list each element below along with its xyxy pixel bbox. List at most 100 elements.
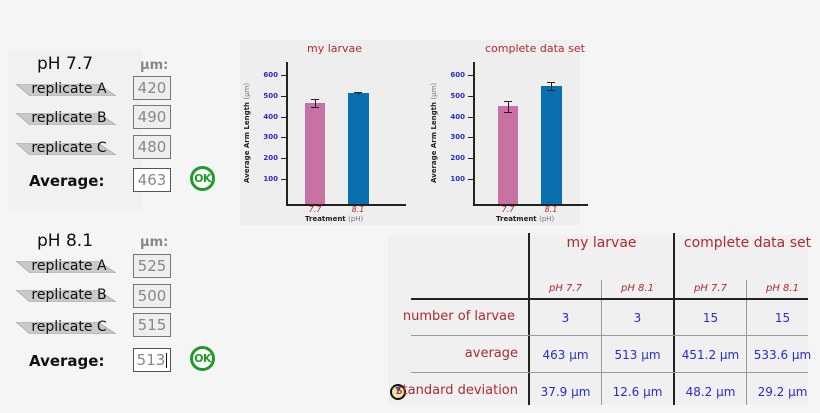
ph81-replicate-c-value[interactable]: 515 bbox=[133, 313, 171, 337]
ph77-replicate-b-value[interactable]: 490 bbox=[133, 105, 171, 129]
parallelogram-icon bbox=[16, 290, 116, 302]
table-subheader: pH 8.1 bbox=[621, 283, 654, 294]
table-subheader: pH 7.7 bbox=[549, 283, 582, 294]
table-cell: 15 bbox=[774, 311, 791, 325]
row-label-number-of-larvae: number of larvae bbox=[402, 309, 515, 324]
replicate-label: replicate C bbox=[31, 140, 107, 156]
ph77-entry-panel bbox=[8, 50, 142, 210]
y-tick-label: 200 bbox=[263, 154, 278, 162]
y-tick-label: 300 bbox=[450, 133, 465, 141]
ph77-replicate-a-value[interactable]: 420 bbox=[133, 76, 171, 100]
parallelogram-icon bbox=[16, 322, 116, 334]
error-bar bbox=[358, 92, 359, 95]
table-divider bbox=[601, 280, 602, 405]
parallelogram-icon bbox=[16, 143, 116, 155]
ph81-replicate-c-button[interactable]: replicate C bbox=[16, 318, 116, 336]
ph77-title: pH 7.7 bbox=[37, 54, 94, 74]
ph81-replicate-a-value[interactable]: 525 bbox=[133, 254, 171, 278]
y-tick-label: 500 bbox=[263, 92, 278, 100]
y-tick-label: 100 bbox=[450, 175, 465, 183]
y-tick-label: 100 bbox=[263, 175, 278, 183]
y-tick bbox=[281, 75, 286, 76]
error-cap bbox=[547, 82, 555, 83]
replicate-label: replicate B bbox=[31, 110, 107, 126]
y-tick-label: 600 bbox=[263, 71, 278, 79]
replicate-label: replicate B bbox=[31, 287, 107, 303]
y-tick bbox=[468, 158, 473, 159]
x-category-label: 7.7 bbox=[501, 205, 515, 214]
bar-ph77 bbox=[305, 103, 325, 204]
charts-panel bbox=[240, 40, 580, 225]
help-icon[interactable]: ? bbox=[390, 384, 406, 400]
y-axis-title: Average Arm Length (µm) bbox=[243, 82, 251, 183]
table-divider bbox=[673, 233, 675, 405]
y-tick-label: 400 bbox=[263, 113, 278, 121]
x-category-label: 8.1 bbox=[544, 205, 558, 214]
ph81-average-label: Average: bbox=[29, 352, 105, 370]
chart-my-larvae: my larvae Average Arm Length (µm) 600 50… bbox=[240, 40, 410, 225]
y-tick-label: 400 bbox=[450, 113, 465, 121]
y-tick bbox=[281, 137, 286, 138]
table-cell: 3 bbox=[633, 311, 642, 325]
ph77-unit-label: µm: bbox=[140, 58, 169, 73]
ph81-title: pH 8.1 bbox=[37, 231, 94, 251]
y-tick bbox=[281, 179, 286, 180]
parallelogram-icon bbox=[16, 261, 116, 273]
ph77-average-input[interactable]: 463 bbox=[133, 168, 171, 192]
error-bar bbox=[508, 101, 509, 112]
error-cap bbox=[311, 107, 319, 108]
table-cell: 3 bbox=[561, 311, 570, 325]
table-cell: 12.6 µm bbox=[612, 385, 663, 399]
ph81-average-value: 513 bbox=[136, 351, 166, 369]
replicate-label: replicate C bbox=[31, 319, 107, 335]
chart-complete-data-set: complete data set Average Arm Length (µm… bbox=[425, 40, 595, 225]
ph77-replicate-a-button[interactable]: replicate A bbox=[16, 80, 116, 98]
error-bar bbox=[551, 82, 552, 90]
x-axis bbox=[473, 204, 588, 206]
error-cap bbox=[311, 99, 319, 100]
error-cap bbox=[547, 90, 555, 91]
bar-ph81 bbox=[541, 86, 562, 204]
y-tick bbox=[281, 96, 286, 97]
chart-title: my larvae bbox=[307, 42, 363, 55]
ph81-ok-button[interactable]: OK bbox=[190, 346, 215, 371]
replicate-label: replicate A bbox=[31, 81, 107, 97]
error-bar bbox=[315, 99, 316, 107]
y-tick bbox=[468, 117, 473, 118]
x-category-label: 8.1 bbox=[351, 205, 365, 214]
x-axis bbox=[286, 204, 406, 206]
table-row-rule bbox=[411, 335, 808, 336]
y-axis bbox=[286, 62, 288, 206]
table-cell: 37.9 µm bbox=[540, 385, 591, 399]
ph77-ok-button[interactable]: OK bbox=[190, 166, 215, 191]
y-axis-title: Average Arm Length (µm) bbox=[430, 82, 438, 183]
ph77-replicate-c-value[interactable]: 480 bbox=[133, 135, 171, 159]
ph81-replicate-a-button[interactable]: replicate A bbox=[16, 257, 116, 275]
table-subheader: pH 7.7 bbox=[694, 283, 727, 294]
row-label-average: average bbox=[464, 346, 518, 361]
bar-ph77 bbox=[498, 106, 518, 204]
ph81-replicate-b-button[interactable]: replicate B bbox=[16, 286, 116, 304]
ph81-replicate-b-value[interactable]: 500 bbox=[133, 284, 171, 308]
ph77-replicate-c-button[interactable]: replicate C bbox=[16, 139, 116, 157]
row-label-standard-deviation: standard deviation bbox=[395, 383, 518, 398]
chart-title: complete data set bbox=[485, 42, 585, 55]
y-tick bbox=[468, 137, 473, 138]
table-group-complete-data-set: complete data set bbox=[683, 235, 812, 251]
y-axis bbox=[473, 62, 475, 206]
table-cell: 29.2 µm bbox=[757, 385, 808, 399]
y-tick bbox=[468, 179, 473, 180]
ph77-average-label: Average: bbox=[29, 172, 105, 190]
bar-ph81 bbox=[348, 93, 369, 204]
text-cursor bbox=[166, 353, 168, 368]
ph81-average-input[interactable]: 513 bbox=[133, 348, 171, 372]
error-cap bbox=[354, 92, 362, 93]
y-tick bbox=[468, 75, 473, 76]
error-cap bbox=[504, 101, 512, 102]
table-group-my-larvae: my larvae bbox=[566, 235, 637, 251]
table-divider bbox=[746, 280, 747, 405]
table-cell: 533.6 µm bbox=[753, 348, 812, 362]
x-category-label: 7.7 bbox=[308, 205, 322, 214]
ph77-replicate-b-button[interactable]: replicate B bbox=[16, 109, 116, 127]
table-cell: 513 µm bbox=[614, 348, 661, 362]
